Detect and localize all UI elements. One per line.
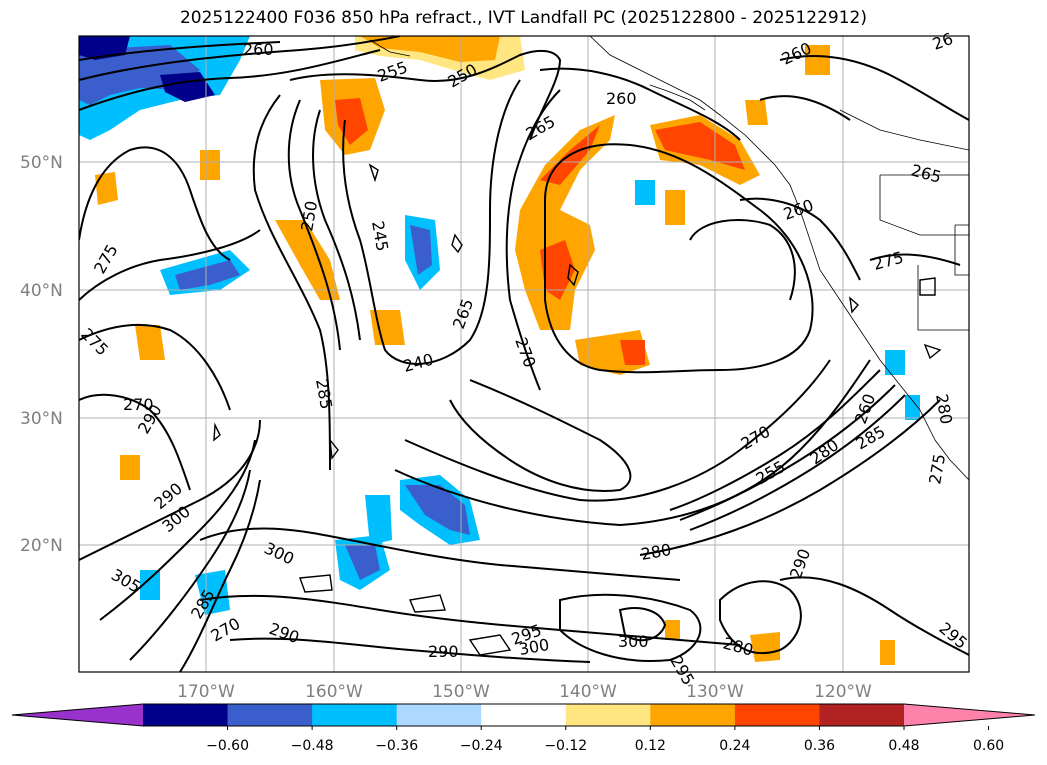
lon-label: 140°W: [559, 682, 617, 702]
colorbar: −0.60 −0.48 −0.36 −0.24 −0.12 0.12 0.24 0.36 0.4…: [11, 703, 1036, 754]
positive-anomaly-patch: [515, 115, 615, 330]
positive-anomaly-patch: [95, 172, 118, 205]
colorbar-tick-label: 0.24: [719, 738, 750, 754]
lon-label: 170°W: [177, 682, 235, 702]
positive-anomaly-patch: [360, 36, 500, 62]
negative-anomaly-patch: [405, 485, 470, 535]
colorbar-tick-label: −0.12: [544, 738, 587, 754]
negative-anomaly-patch: [905, 395, 920, 420]
negative-anomaly-patch: [345, 545, 380, 580]
positive-anomaly-patch: [665, 620, 680, 640]
negative-anomaly-patch: [365, 495, 392, 545]
contour-label: 270: [123, 395, 154, 414]
latitude-labels: 50°N 40°N 30°N 20°N: [20, 153, 63, 556]
negative-anomaly-patch: [195, 570, 230, 615]
colorbar-segment: [565, 704, 651, 726]
lat-label: 50°N: [20, 153, 63, 173]
colorbar-tick-label: −0.36: [375, 738, 418, 754]
colorbar-segment: [481, 704, 567, 726]
positive-anomaly-patch: [750, 632, 780, 662]
contour-label: 260: [243, 40, 274, 59]
shaded-anomaly-patches: [79, 36, 920, 665]
lon-label: 150°W: [432, 682, 490, 702]
positive-anomaly-patch: [120, 455, 140, 480]
colorbar-outline: [11, 703, 1036, 727]
positive-anomaly-patch: [880, 640, 895, 665]
colorbar-segment: [819, 704, 905, 726]
map-frame: [78, 35, 970, 673]
negative-anomaly-patch: [410, 225, 432, 275]
negative-anomaly-patch: [175, 260, 240, 290]
colorbar-segment: [312, 704, 398, 726]
positive-anomaly-patch: [135, 325, 165, 360]
lon-label: 160°W: [305, 682, 363, 702]
positive-anomaly-patch: [805, 45, 830, 75]
contour-small-loops: [213, 163, 942, 656]
colorbar-segment: [143, 704, 229, 726]
positive-anomaly-patch: [655, 122, 745, 170]
positive-anomaly-patch: [620, 340, 645, 365]
positive-anomaly-patch: [745, 100, 768, 125]
colorbar-extend-low: [12, 704, 143, 726]
lat-label: 30°N: [20, 409, 63, 429]
positive-anomaly-patch: [275, 220, 340, 300]
colorbar-segment: [396, 704, 482, 726]
negative-anomaly-patch: [79, 45, 200, 105]
positive-anomaly-patch: [200, 150, 220, 180]
colorbar-segment: [650, 704, 736, 726]
refractivity-contours: [79, 36, 969, 672]
colorbar-tick-label: 0.60: [973, 738, 1004, 754]
lon-label: 130°W: [686, 682, 744, 702]
negative-anomaly-patch: [140, 570, 160, 600]
colorbar-tick-label: −0.60: [206, 738, 249, 754]
colorbar-segment: [227, 704, 313, 726]
contour-label: 260: [606, 89, 637, 108]
longitude-labels: 170°W 160°W 150°W 140°W 130°W 120°W: [177, 682, 872, 702]
positive-anomaly-patch: [370, 310, 405, 345]
positive-anomaly-patch: [540, 240, 575, 300]
colorbar-segment: [734, 704, 820, 726]
lat-label: 40°N: [20, 281, 63, 301]
negative-anomaly-patch: [885, 350, 905, 375]
colorbar-tick-label: 0.48: [888, 738, 919, 754]
lon-label: 120°W: [814, 682, 872, 702]
colorbar-tick-label: 0.12: [635, 738, 666, 754]
graticule: [79, 36, 969, 672]
lat-label: 20°N: [20, 536, 63, 556]
colorbar-tick-label: 0.36: [804, 738, 835, 754]
positive-anomaly-patch: [665, 190, 685, 225]
negative-anomaly-patch: [635, 180, 655, 205]
colorbar-tick-label: −0.24: [460, 738, 503, 754]
colorbar-extend-high: [904, 704, 1035, 726]
map-title: 2025122400 F036 850 hPa refract., IVT La…: [179, 8, 867, 28]
colorbar-tick-label: −0.48: [291, 738, 334, 754]
contour-label: 290: [428, 642, 459, 661]
coastlines: [369, 36, 969, 481]
contour-label: 300: [618, 632, 649, 651]
